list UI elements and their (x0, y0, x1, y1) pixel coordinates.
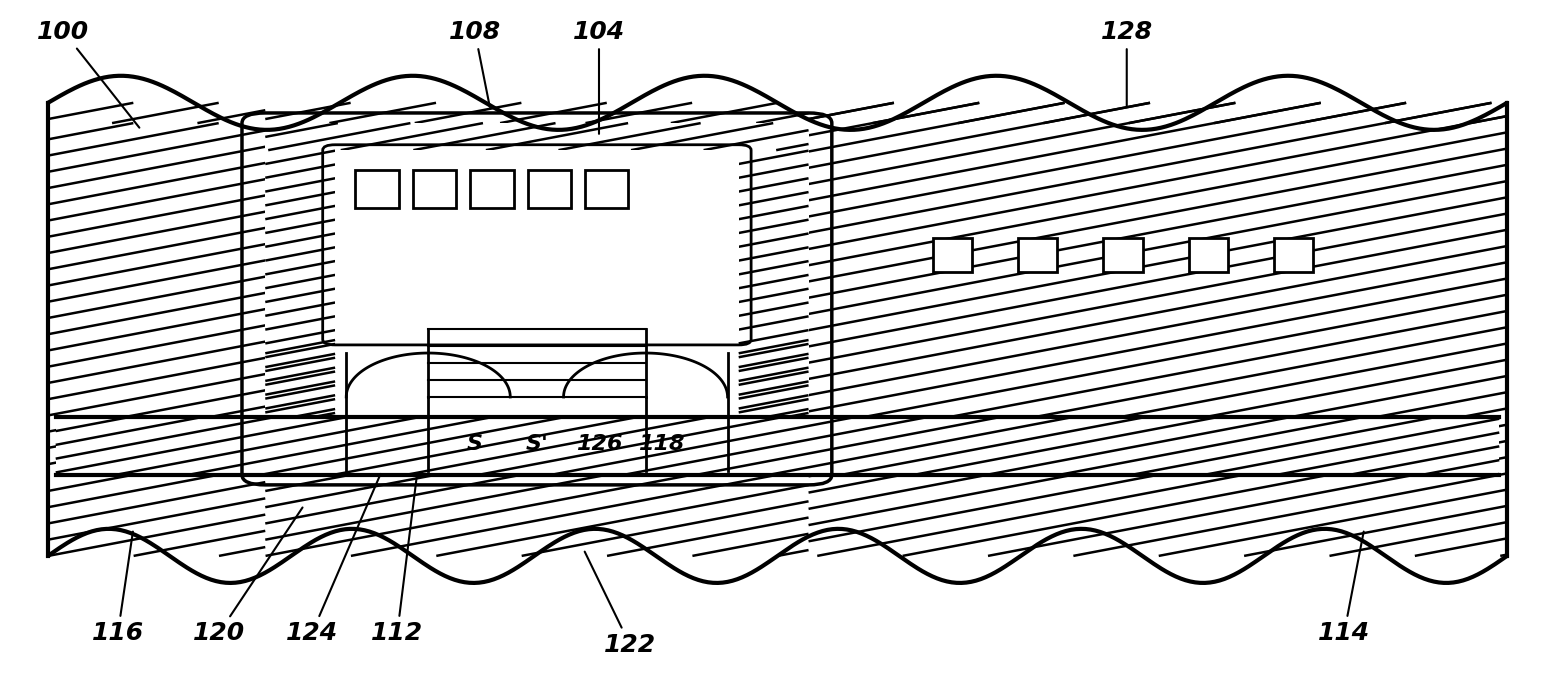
Text: 114: 114 (1319, 532, 1370, 646)
Bar (1104, 238, 1143, 272)
Bar (336, 150, 739, 340)
Bar (428, 329, 645, 397)
Text: 100: 100 (37, 20, 140, 128)
Bar (1190, 238, 1228, 272)
Text: 122: 122 (585, 551, 656, 657)
Bar (48, 103, 1507, 556)
Bar (470, 170, 513, 208)
Bar (412, 170, 456, 208)
Text: 104: 104 (572, 20, 625, 134)
Text: 108: 108 (449, 20, 501, 107)
Bar (56, 418, 1499, 475)
Text: S': S' (526, 435, 549, 454)
Text: 112: 112 (372, 474, 423, 646)
Text: 126: 126 (575, 435, 622, 454)
Bar (1019, 238, 1057, 272)
Bar (933, 238, 972, 272)
Text: S: S (466, 435, 482, 454)
Text: 124: 124 (286, 474, 381, 646)
Bar (266, 123, 809, 475)
Text: 120: 120 (193, 507, 303, 646)
Bar (527, 170, 571, 208)
Text: 118: 118 (638, 435, 684, 454)
Bar (1274, 238, 1314, 272)
Bar (355, 170, 398, 208)
Bar (585, 170, 628, 208)
Text: 128: 128 (1101, 20, 1152, 107)
Text: 116: 116 (92, 532, 145, 646)
